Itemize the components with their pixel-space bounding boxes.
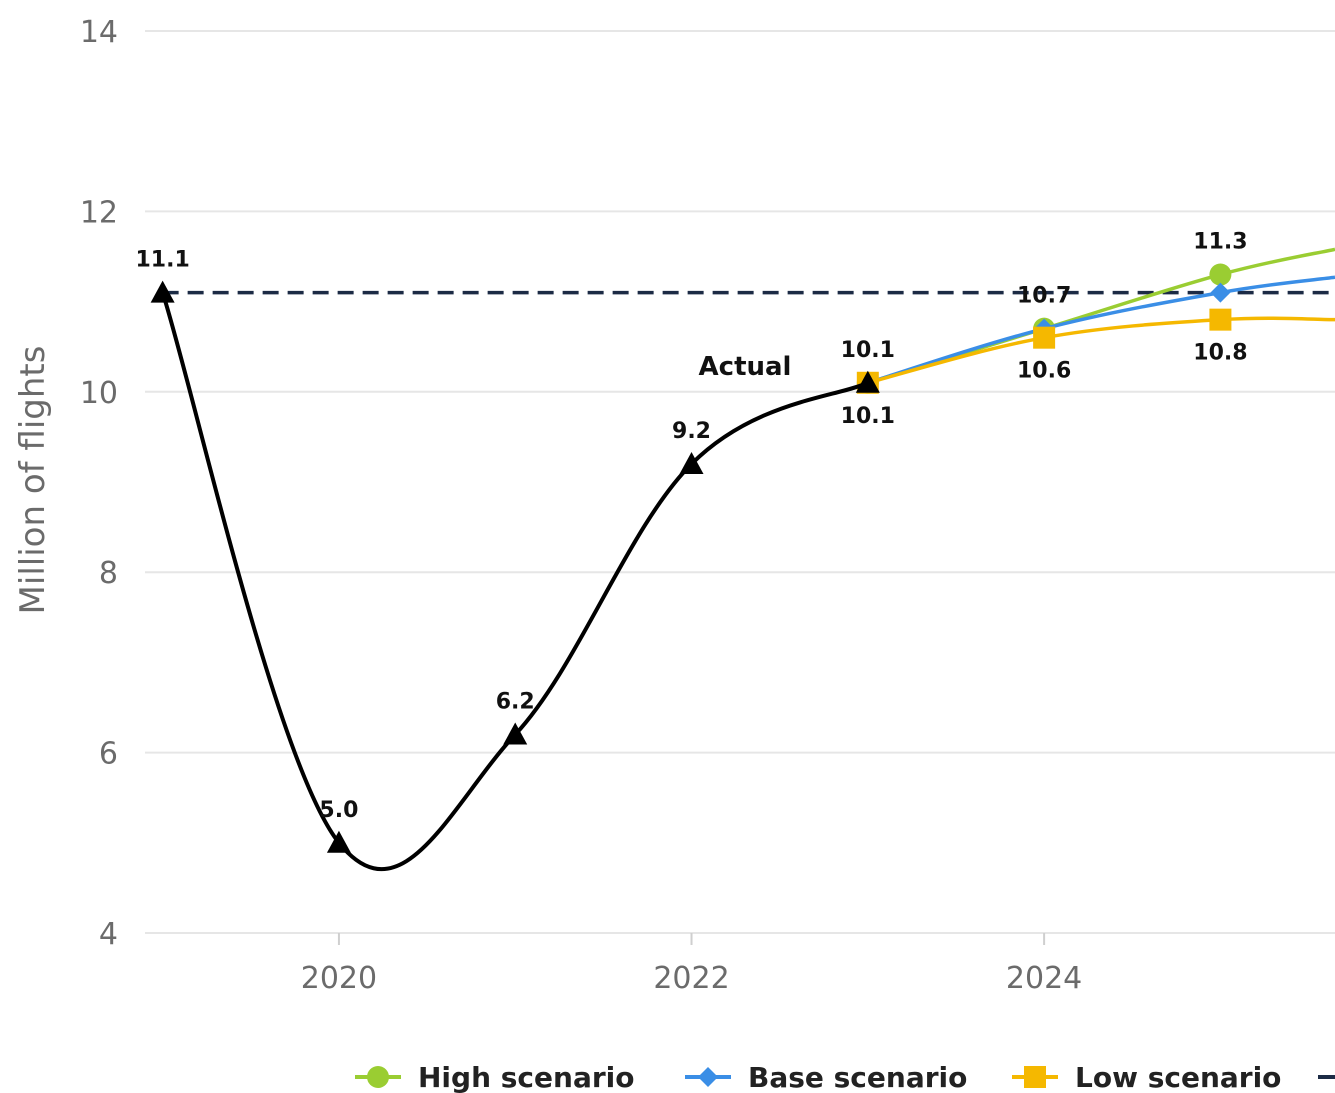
y-tick-label: 4 bbox=[99, 917, 118, 952]
series-high-scenario bbox=[856, 247, 1335, 394]
series-actual bbox=[150, 280, 880, 871]
series-base-scenario bbox=[857, 275, 1335, 393]
grid-lines bbox=[145, 30, 1335, 934]
data-label: 9.2 bbox=[672, 419, 711, 444]
data-label: 10.1 bbox=[841, 338, 895, 363]
x-tick-label: 2020 bbox=[301, 961, 377, 996]
x-axis: 2020 2022 2024 bbox=[301, 933, 1082, 996]
y-axis: 4 6 8 10 12 14 bbox=[80, 15, 118, 952]
legend-label: High scenario bbox=[418, 1061, 634, 1093]
series-line bbox=[160, 291, 869, 871]
y-tick-label: 6 bbox=[99, 737, 118, 772]
data-label: 10.8 bbox=[1193, 341, 1247, 366]
series-line bbox=[867, 275, 1335, 385]
data-point-marker bbox=[1033, 326, 1056, 349]
legend-item[interactable]: Base scenario bbox=[685, 1061, 967, 1093]
legend-label: Low scenario bbox=[1075, 1061, 1281, 1093]
data-label: 10.6 bbox=[1017, 359, 1071, 384]
legend: High scenario Base scenario Low scenario bbox=[355, 1061, 1335, 1093]
data-label: 10.7 bbox=[1017, 284, 1071, 309]
data-label: 11.3 bbox=[1193, 230, 1247, 255]
legend-marker bbox=[367, 1066, 389, 1088]
data-point-marker bbox=[1209, 263, 1232, 286]
data-point-marker bbox=[679, 451, 704, 474]
legend-marker bbox=[1024, 1066, 1046, 1088]
actual-annotation: Actual bbox=[699, 352, 792, 382]
data-point-marker bbox=[1209, 308, 1232, 331]
series-line bbox=[867, 316, 1335, 385]
y-tick-label: 14 bbox=[80, 15, 118, 50]
data-point-marker bbox=[326, 830, 351, 853]
data-label: 10.1 bbox=[841, 404, 895, 429]
legend-label: Base scenario bbox=[748, 1061, 967, 1093]
data-point-marker bbox=[855, 370, 880, 393]
y-tick-label: 12 bbox=[80, 195, 118, 230]
y-tick-label: 10 bbox=[80, 376, 118, 411]
legend-item[interactable]: High scenario bbox=[355, 1061, 634, 1093]
x-tick-label: 2022 bbox=[653, 961, 729, 996]
series bbox=[150, 247, 1335, 871]
legend-marker bbox=[698, 1067, 718, 1087]
data-point-marker bbox=[1210, 282, 1231, 303]
data-label: 6.2 bbox=[496, 690, 535, 715]
y-axis-title: Million of flights bbox=[13, 346, 53, 615]
data-point-marker bbox=[503, 722, 528, 745]
legend-item[interactable]: Low scenario bbox=[1012, 1061, 1281, 1093]
x-tick-label: 2024 bbox=[1006, 961, 1082, 996]
data-label: 11.1 bbox=[135, 248, 189, 273]
data-label: 5.0 bbox=[319, 798, 358, 823]
data-labels: 10.1 11.3 10.7 10.6 10.8 11.1 5.0 6.2 9.2 10.1 bbox=[135, 230, 1247, 823]
series-low-scenario bbox=[856, 308, 1335, 394]
y-tick-label: 8 bbox=[99, 556, 118, 591]
data-point-marker bbox=[150, 280, 175, 303]
